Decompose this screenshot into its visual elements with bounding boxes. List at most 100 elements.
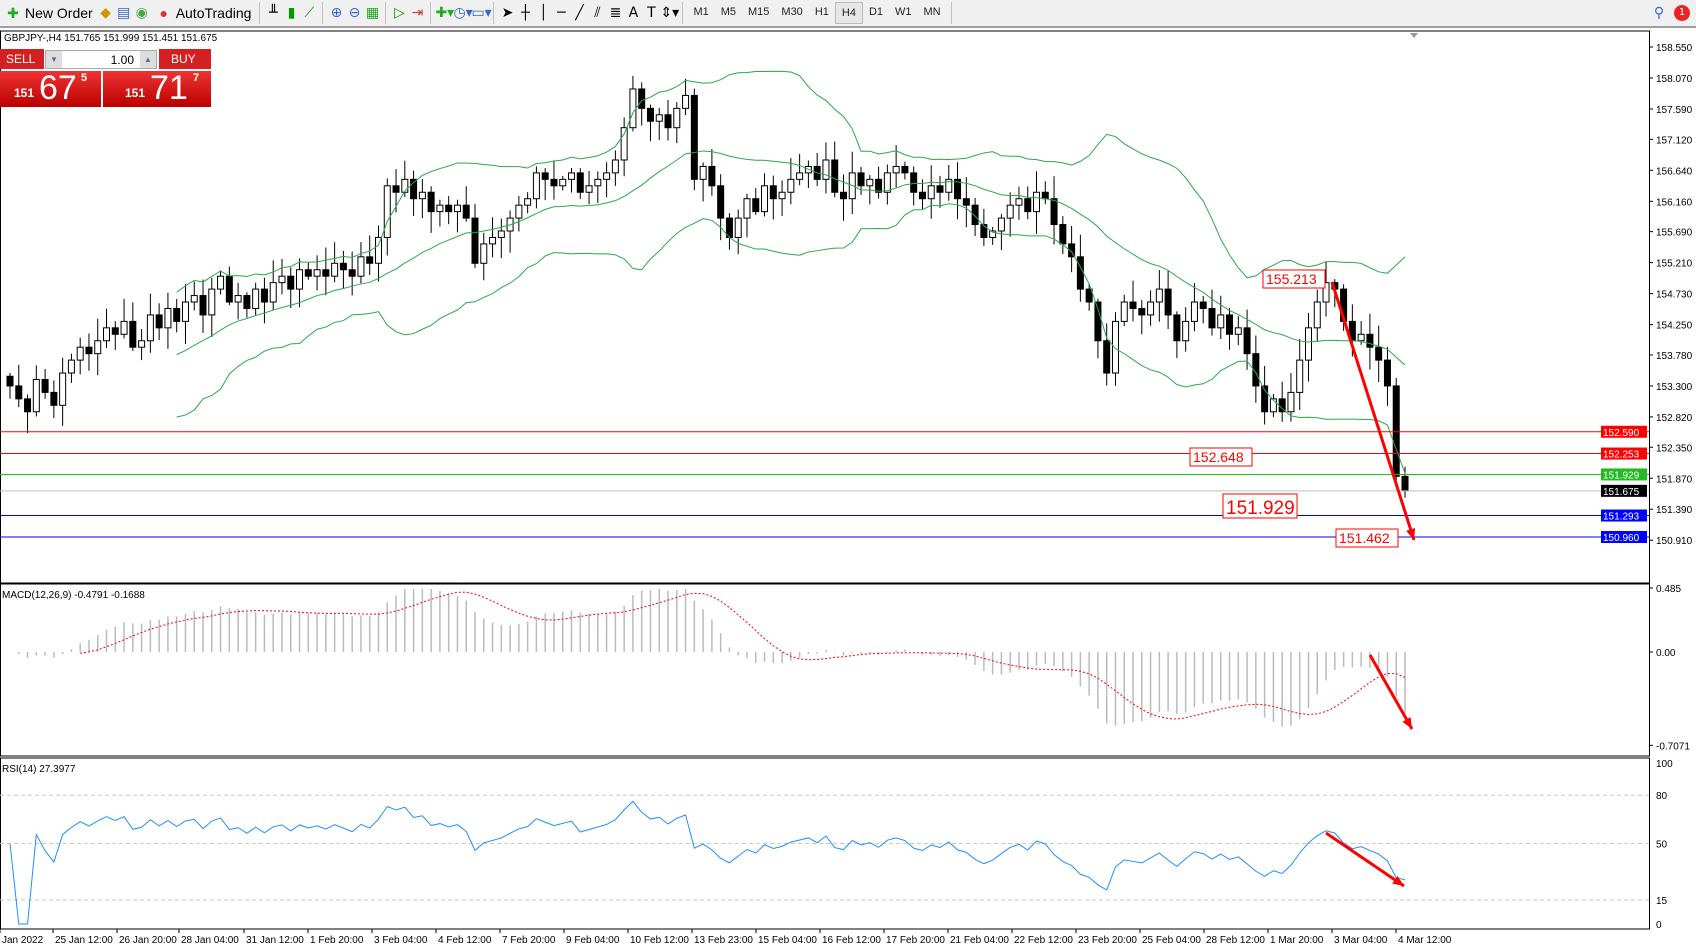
- price-tick-label: 158.550: [1656, 43, 1693, 54]
- price-tick-label: 157.590: [1656, 105, 1693, 116]
- fibonacci-icon[interactable]: ≣: [609, 5, 622, 21]
- candlestick-icon[interactable]: ▮: [287, 5, 296, 21]
- bar-chart-icon[interactable]: ╨: [269, 5, 278, 21]
- bear-candle: [24, 398, 32, 413]
- zoom-out-icon[interactable]: ⊖: [348, 5, 361, 21]
- bear-candle: [1392, 385, 1400, 477]
- time-label: 28 Jan 04:00: [181, 935, 239, 946]
- price-annotation-box: [1335, 528, 1399, 548]
- sell-price-button[interactable]: 151 67 5: [0, 69, 101, 107]
- metaeditor-icon[interactable]: ◆: [100, 5, 112, 21]
- new-order-icon: ✚: [7, 5, 19, 21]
- price-line-tag-label: 151.293: [1603, 512, 1640, 523]
- bull-candle: [629, 88, 637, 129]
- time-label: 7 Feb 20:00: [502, 935, 556, 946]
- bull-candle: [945, 178, 953, 193]
- arrows-icon[interactable]: ⇕▾: [660, 5, 680, 21]
- price-tick-label: 156.160: [1656, 197, 1693, 208]
- equidistant-channel-icon[interactable]: ⫽: [594, 5, 601, 21]
- timeframe-m5-button[interactable]: M5: [720, 6, 736, 18]
- bear-candle: [1050, 198, 1058, 226]
- tile-windows-icon[interactable]: ▦: [365, 5, 380, 21]
- bull-candle: [989, 230, 997, 238]
- notifications-badge[interactable]: 1: [1674, 5, 1690, 21]
- price-tick-label: 154.250: [1656, 321, 1693, 332]
- bull-candle: [997, 217, 1005, 232]
- sell-button[interactable]: SELL: [0, 49, 44, 69]
- bear-candle: [1059, 224, 1067, 245]
- bear-candle: [392, 185, 400, 193]
- bull-candle: [67, 359, 75, 374]
- templates-icon[interactable]: ▭▾: [471, 5, 492, 21]
- search-icon[interactable]: ⚲: [1653, 5, 1665, 21]
- chart-area[interactable]: 158.550 158.070 157.590 157.120 156.640 156.1…: [0, 30, 1696, 947]
- text-icon[interactable]: A: [628, 5, 639, 21]
- timeframe-d1-button[interactable]: D1: [868, 6, 883, 18]
- text-label-icon[interactable]: T: [647, 5, 656, 21]
- timeframe-h1-button[interactable]: H1: [814, 6, 829, 18]
- sell-price-prefix: 151: [14, 86, 35, 100]
- bear-candle: [550, 178, 558, 187]
- lot-value[interactable]: 1.00: [110, 53, 134, 67]
- chart-shift-icon[interactable]: ⇥: [411, 5, 424, 21]
- cursor-icon[interactable]: ➤: [501, 5, 514, 21]
- rsi-tick-label: 15: [1656, 896, 1668, 907]
- bear-candle: [1383, 359, 1391, 387]
- timeframe-m30-button[interactable]: M30: [781, 6, 803, 18]
- trendline-icon[interactable]: ╱: [575, 5, 584, 21]
- bear-candle: [646, 107, 654, 122]
- timeframe-w1-button[interactable]: W1: [895, 6, 912, 18]
- bear-candle: [427, 191, 435, 213]
- bear-candle: [1129, 301, 1137, 309]
- zoom-in-icon[interactable]: ⊕: [330, 5, 343, 21]
- bear-candle: [918, 191, 926, 200]
- vertical-line-icon[interactable]: │: [539, 5, 548, 21]
- market-watch-icon[interactable]: ▤: [117, 5, 131, 21]
- bear-candle: [304, 269, 312, 277]
- bear-candle: [971, 204, 979, 226]
- bull-candle: [480, 243, 488, 264]
- periods-icon[interactable]: ◷▾: [453, 5, 473, 21]
- buy-price-button[interactable]: 151 71 7: [103, 69, 211, 107]
- buy-button-label[interactable]: BUY: [159, 49, 211, 69]
- bear-candle: [339, 262, 347, 271]
- toolbar: ✚ New Order ◆ ▤ ◉ ● AutoTrading ╨ ▮ ⟋ ⊕ ⊖ …: [0, 0, 1696, 28]
- bear-candle: [1199, 301, 1207, 309]
- time-label: 25 Feb 04:00: [1142, 935, 1201, 946]
- bull-candle: [357, 256, 365, 277]
- bull-candle: [1322, 282, 1330, 303]
- autotrading-button[interactable]: ● AutoTrading: [151, 1, 256, 25]
- bear-candle: [1261, 385, 1269, 413]
- bear-candle: [1076, 256, 1084, 290]
- bull-candle: [1357, 333, 1365, 342]
- line-chart-icon[interactable]: ⟋: [304, 5, 315, 21]
- crosshair-icon[interactable]: ┼: [521, 5, 530, 21]
- bull-candle: [1190, 301, 1198, 322]
- trend-arrow-macd: [1368, 654, 1414, 730]
- auto-scroll-icon[interactable]: ▷: [394, 5, 405, 21]
- decrease-lot-button[interactable]: ▼: [46, 51, 62, 68]
- bear-candle: [85, 346, 93, 355]
- bear-candle: [445, 204, 453, 213]
- bear-candle: [287, 275, 295, 290]
- price-tick-label: 153.780: [1656, 351, 1693, 362]
- new-order-button[interactable]: ✚ New Order: [0, 1, 97, 25]
- timeframe-mn-button[interactable]: MN: [923, 6, 941, 18]
- time-label: 3 Feb 04:00: [374, 935, 428, 946]
- signals-icon[interactable]: ◉: [135, 5, 148, 21]
- timeframe-m15-button[interactable]: M15: [748, 6, 770, 18]
- price-tick-label: 153.300: [1656, 382, 1693, 393]
- timeframe-h4-button[interactable]: H4: [834, 2, 863, 24]
- indicators-icon[interactable]: ✚▾: [435, 5, 455, 21]
- price-line-tag: [1601, 531, 1647, 544]
- bull-candle: [1304, 327, 1312, 361]
- bull-candle: [1313, 301, 1321, 329]
- horizontal-line-icon[interactable]: ─: [557, 5, 566, 21]
- bull-candle: [655, 114, 663, 122]
- price-annotation-label: 155.213: [1266, 271, 1317, 287]
- timeframe-m1-button[interactable]: M1: [693, 6, 709, 18]
- lot-size-stepper[interactable]: ▼ 1.00 ▲: [45, 50, 157, 69]
- bear-candle: [936, 185, 944, 193]
- bull-candle: [331, 262, 339, 277]
- increase-lot-button[interactable]: ▲: [140, 51, 156, 68]
